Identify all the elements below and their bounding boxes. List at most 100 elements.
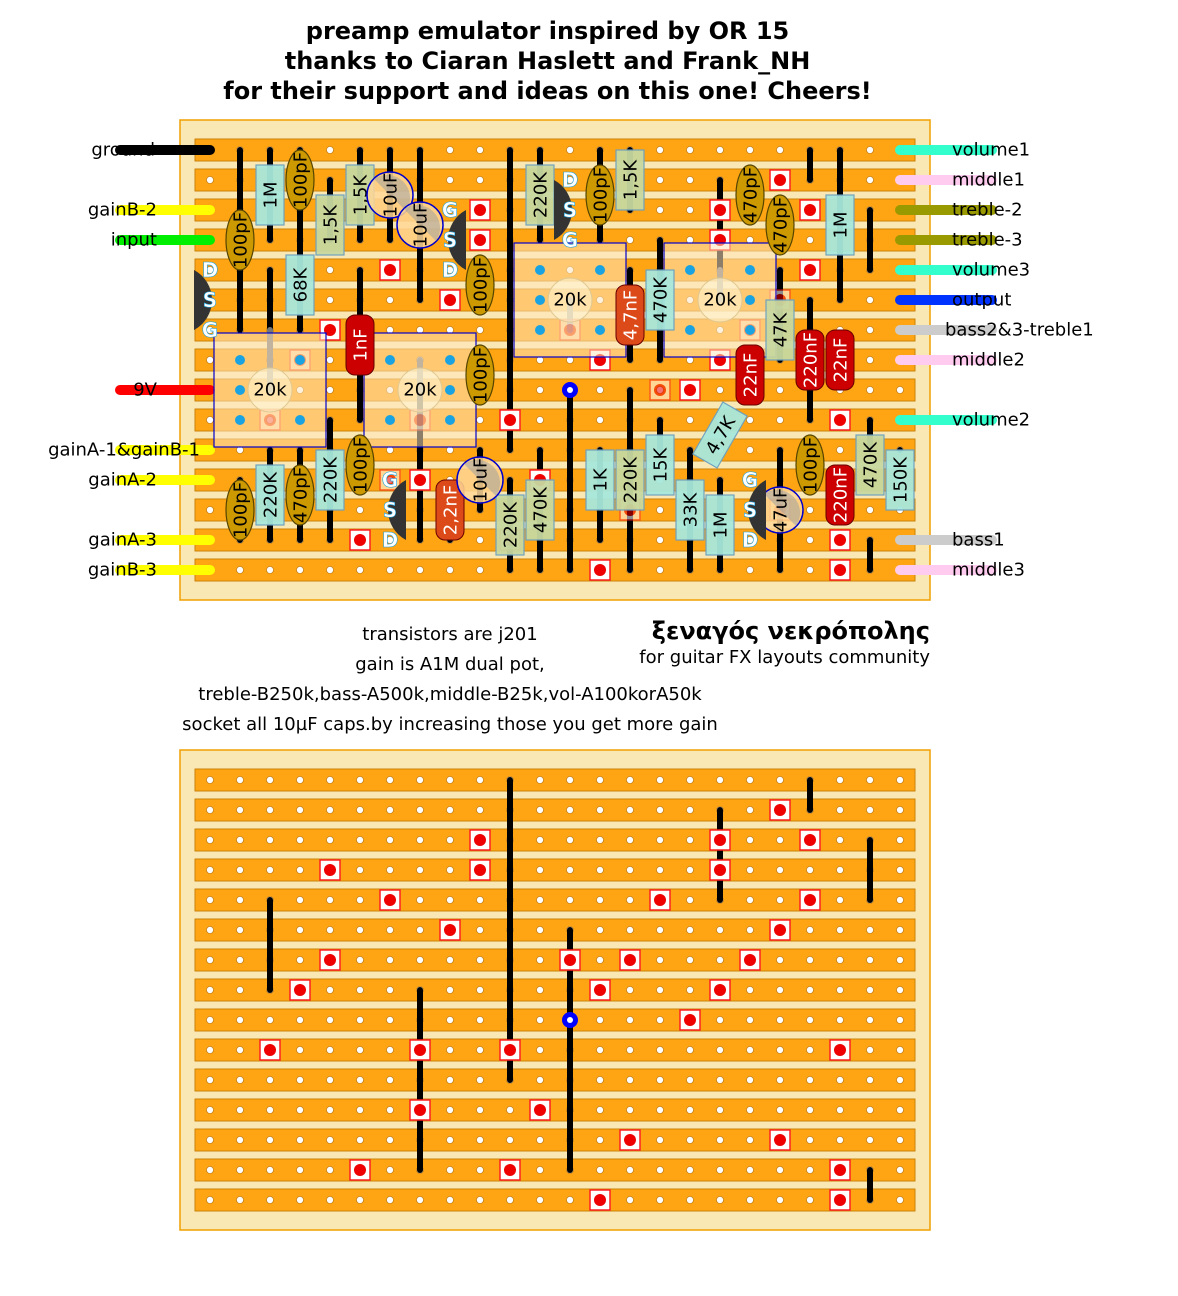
transistor-pin-label: G — [382, 468, 398, 492]
resistor: 220K — [495, 494, 525, 556]
hole — [536, 776, 544, 784]
hole — [716, 956, 724, 964]
electrolytic-value: 10uF — [471, 458, 492, 503]
hole — [506, 1136, 514, 1144]
track-cut — [589, 979, 611, 1001]
hole — [386, 1106, 394, 1114]
hole — [896, 1076, 904, 1084]
resistor-value: 150K — [891, 456, 912, 503]
resistor-body — [585, 449, 615, 511]
track-cut — [799, 829, 821, 851]
hole — [296, 566, 304, 574]
hole — [626, 806, 634, 814]
hole — [566, 146, 574, 154]
hole — [686, 836, 694, 844]
transistor-pin-label: G — [202, 318, 218, 342]
right-wire-label: volume2 — [952, 410, 1030, 431]
track-cut — [769, 169, 791, 191]
jfet-transistor: DSG — [554, 168, 579, 252]
track-cut — [379, 889, 401, 911]
hole — [416, 956, 424, 964]
hole — [326, 926, 334, 934]
resistor-body — [692, 401, 748, 469]
track-cut — [829, 1189, 851, 1211]
hole — [206, 1076, 214, 1084]
copper-strip — [194, 768, 916, 792]
hole — [626, 866, 634, 874]
title-line: for their support and ideas on this one!… — [223, 77, 872, 105]
right-wire-label: middle1 — [952, 170, 1025, 191]
track-cut — [769, 919, 791, 941]
cut-dot — [714, 864, 726, 876]
ceramic-capacitor: 100pF — [225, 209, 255, 271]
hole — [566, 176, 574, 184]
hole — [656, 776, 664, 784]
hole — [446, 806, 454, 814]
hole — [626, 1046, 634, 1054]
hole — [776, 836, 784, 844]
cut-dot — [474, 204, 486, 216]
film-cap-value: 4,7nF — [621, 290, 642, 340]
right-wire-label: bass2&3-treble1 — [945, 320, 1094, 341]
transistor-pin-label: S — [203, 288, 217, 312]
cut-dot — [294, 984, 306, 996]
hole — [566, 1196, 574, 1204]
cut-dot — [354, 1164, 366, 1176]
resistor: 220K — [615, 449, 645, 511]
copper-strip — [194, 798, 916, 822]
hole — [356, 956, 364, 964]
track-cut — [469, 859, 491, 881]
hole — [446, 1106, 454, 1114]
cut-dot — [714, 984, 726, 996]
film-capacitor: 220nF — [825, 464, 855, 526]
hole — [656, 1016, 664, 1024]
cut-dot — [624, 954, 636, 966]
hole — [866, 1106, 874, 1114]
hole — [896, 1016, 904, 1024]
pot-knob — [397, 367, 443, 413]
cut-dot — [594, 984, 606, 996]
hole — [476, 536, 484, 544]
junction-center — [567, 1017, 573, 1023]
hole — [746, 536, 754, 544]
resistor: 470K — [525, 479, 555, 541]
electrolytic-capacitor: 10uF — [456, 456, 504, 504]
hole — [596, 806, 604, 814]
hole — [296, 956, 304, 964]
hole — [596, 1016, 604, 1024]
cut-dot — [414, 1104, 426, 1116]
hole — [836, 776, 844, 784]
hole — [536, 986, 544, 994]
hole — [596, 386, 604, 394]
track-cut — [619, 949, 641, 971]
hole — [266, 1106, 274, 1114]
ceramic-cap-body — [285, 464, 315, 526]
hole — [446, 206, 454, 214]
cut-dot — [804, 834, 816, 846]
film-cap-body — [735, 344, 765, 406]
resistor-value: 220K — [261, 471, 282, 518]
hole — [686, 1046, 694, 1054]
resistor: 1M — [255, 164, 285, 226]
hole — [716, 1196, 724, 1204]
hole — [896, 1196, 904, 1204]
cut-dot — [654, 384, 666, 396]
track-cut — [649, 889, 671, 911]
electrolytic-capacitor: 47uF — [756, 486, 804, 534]
hole — [866, 386, 874, 394]
hole — [446, 1076, 454, 1084]
hole — [596, 896, 604, 904]
hole — [446, 986, 454, 994]
hole — [746, 1196, 754, 1204]
hole — [596, 416, 604, 424]
hole — [656, 206, 664, 214]
left-wire-label: gainA-1&gainB-1 — [48, 440, 200, 461]
resistor-body — [255, 464, 285, 526]
resistor-body — [495, 494, 525, 556]
hole — [476, 776, 484, 784]
hole — [236, 866, 244, 874]
hole — [326, 356, 334, 364]
electrolytic-value: 10uF — [411, 203, 432, 248]
track-cut — [439, 919, 461, 941]
